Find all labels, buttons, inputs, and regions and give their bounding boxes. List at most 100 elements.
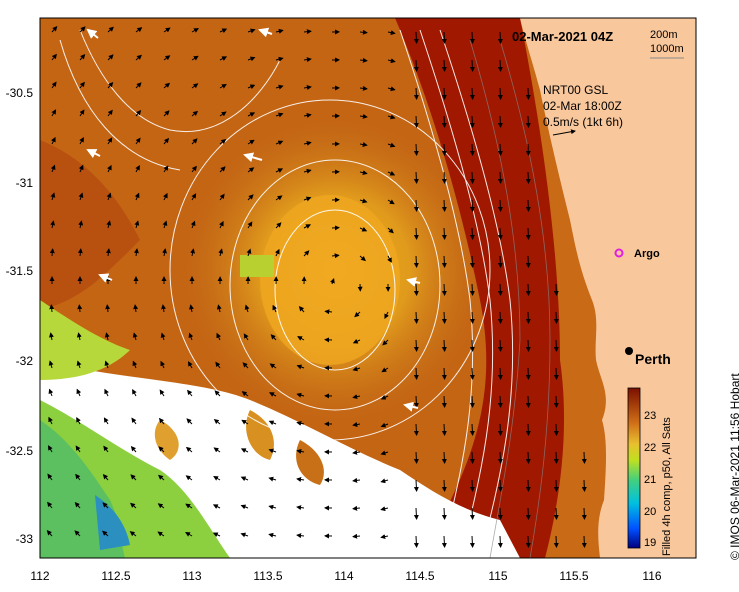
velocity-arrow [247,194,254,201]
velocity-arrow [190,220,196,229]
velocity-arrow [163,137,170,145]
velocity-arrow [268,420,277,426]
velocity-arrow [135,54,142,61]
velocity-arrow [469,367,475,380]
drifter-arrow [406,277,421,287]
y-tick-label: -32 [16,354,34,368]
velocity-arrow [214,390,221,397]
velocity-arrow [441,311,447,324]
perth-marker: Perth [625,347,671,367]
velocity-arrow [76,332,82,341]
x-tick-label: 112.5 [101,569,130,583]
velocity-arrow [359,113,368,119]
x-tick-label: 113.5 [253,569,282,583]
argo-marker: Argo [614,248,660,260]
velocity-arrow [469,87,475,100]
velocity-arrow [219,56,228,61]
velocity-arrow [497,451,503,464]
velocity-arrow [352,505,361,511]
velocity-arrow [275,140,284,146]
legend-line3: 0.5m/s (1kt 6h) [543,115,623,129]
plot-area [40,18,696,559]
velocity-arrow [51,81,57,89]
velocity-arrow [241,391,249,397]
velocity-arrow [219,111,227,117]
colorbar-tick: 21 [644,474,656,486]
legend-line2: 02-Mar 18:00Z [543,99,622,113]
velocity-arrow [413,395,419,408]
velocity-arrow [441,143,447,156]
velocity-arrow [525,171,531,184]
velocity-arrow [352,533,361,539]
velocity-arrow [186,418,193,425]
velocity-arrow [441,171,447,184]
velocity-arrow [387,170,396,176]
velocity-arrow [135,137,141,145]
velocity-arrow [275,84,284,90]
velocity-arrow [497,115,503,128]
velocity-arrow [135,27,143,33]
velocity-arrow [354,311,361,318]
velocity-arrow [441,367,447,380]
velocity-arrow [270,334,277,341]
velocity-arrow [160,332,166,341]
velocity-arrow [158,417,165,425]
velocity-arrow [469,143,475,156]
velocity-arrow [243,333,249,341]
velocity-arrow [275,222,282,229]
velocity-arrow [413,339,419,352]
velocity-arrow [107,26,114,33]
legend-scale-arrow [552,129,576,136]
velocity-arrow [240,476,249,482]
velocity-arrow [131,417,137,425]
velocity-arrow [50,164,56,173]
velocity-arrow [105,304,111,313]
contour-1000-label: 1000m [650,43,684,55]
velocity-arrow [469,535,475,548]
velocity-arrow [48,416,53,425]
velocity-arrow [157,531,165,537]
velocity-arrow [441,535,447,548]
velocity-arrow [269,392,277,397]
velocity-arrow [77,248,83,257]
velocity-arrow [296,420,305,426]
velocity-arrow [247,221,253,229]
velocity-arrow [49,304,55,313]
velocity-arrow [441,283,447,296]
velocity-arrow [160,360,165,369]
velocity-arrow [77,304,83,313]
velocity-arrow [413,535,419,548]
velocity-arrow [105,248,111,257]
date-label: 02-Mar-2021 04Z [512,29,613,44]
velocity-arrow [275,248,280,257]
velocity-arrow [469,227,475,240]
velocity-arrow [441,479,447,492]
velocity-arrow [247,84,256,90]
velocity-arrow [413,479,419,492]
velocity-arrow [359,142,368,147]
velocity-arrow [79,26,86,33]
velocity-arrow [247,56,256,62]
velocity-arrow [581,479,587,492]
velocity-arrow [497,395,503,408]
velocity-arrow [79,54,86,61]
velocity-arrow [75,445,81,453]
colorbar: 23 22 21 20 19 Filled 4h comp, p50, All … [627,387,673,556]
velocity-arrow [46,530,53,537]
velocity-arrow [191,193,197,201]
velocity-arrow [240,504,249,510]
velocity-arrow [275,56,284,62]
velocity-arrow [247,167,255,173]
velocity-arrow [296,533,305,539]
drifter-arrow [243,152,263,163]
colorbar-label: Filled 4h comp, p50, All Sats [661,417,673,556]
x-tick-label: 114 [334,569,353,583]
velocity-arrow [212,532,221,538]
velocity-arrow [216,304,222,313]
velocity-arrow [413,423,419,436]
velocity-arrow [135,109,142,117]
velocity-arrow [553,283,559,296]
velocity-arrow [106,192,112,201]
velocity-arrow [553,479,559,492]
velocity-arrow [132,389,137,397]
